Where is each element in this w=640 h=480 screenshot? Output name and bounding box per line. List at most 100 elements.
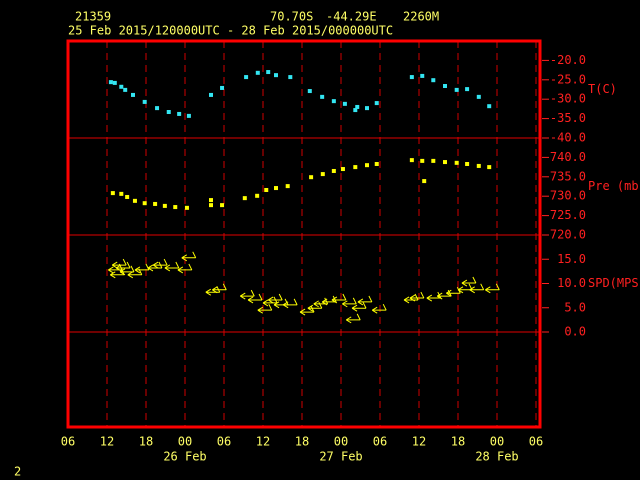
x-tick-label: 06 xyxy=(373,435,387,449)
date-label: 27 Feb xyxy=(319,450,362,464)
point xyxy=(209,198,213,203)
point xyxy=(320,172,325,177)
point xyxy=(487,165,492,170)
point xyxy=(220,85,225,90)
wind-arrow xyxy=(212,283,227,294)
frame xyxy=(66,39,542,429)
longitude: -44.29E xyxy=(326,10,377,24)
x-tick-label: 06 xyxy=(529,435,543,449)
point xyxy=(162,203,167,208)
point xyxy=(465,87,470,92)
x-tick-label: 18 xyxy=(295,435,309,449)
wind-arrow xyxy=(108,263,123,274)
station-id: 21359 xyxy=(75,10,111,24)
point xyxy=(465,161,470,166)
x-tick-label: 00 xyxy=(178,435,192,449)
wind-arrow xyxy=(485,283,500,294)
y-tick-label: 5.0 xyxy=(564,300,586,314)
point xyxy=(142,99,147,104)
point xyxy=(131,92,135,97)
y-tick-label: 0.0 xyxy=(564,325,586,339)
wind-arrow xyxy=(177,263,193,274)
point xyxy=(242,196,247,201)
point xyxy=(365,106,369,111)
point xyxy=(476,94,481,99)
wind-arrow xyxy=(164,261,180,272)
x-tick-label: 00 xyxy=(490,435,504,449)
point xyxy=(209,203,213,208)
y-tick-label: -20.0 xyxy=(550,53,586,67)
point xyxy=(353,108,358,113)
wind-arrow xyxy=(345,313,361,324)
point xyxy=(264,187,269,192)
point xyxy=(119,84,124,89)
point xyxy=(342,101,347,106)
wind-arrow xyxy=(409,291,425,302)
point xyxy=(123,87,128,92)
wind-arrow xyxy=(469,283,485,294)
wind-arrow xyxy=(205,286,221,296)
wind-arrow xyxy=(147,261,163,272)
point xyxy=(110,191,115,196)
wind-arrow xyxy=(115,261,131,272)
wind-arrow xyxy=(331,293,347,304)
panel-label: SPD(MPS) xyxy=(588,276,640,290)
point xyxy=(288,75,293,80)
wind-arrow xyxy=(313,297,329,308)
point xyxy=(374,161,379,166)
wind-arrow xyxy=(461,276,477,287)
date-label: 28 Feb xyxy=(475,450,518,464)
wind-arrow xyxy=(371,303,387,314)
wind-arrow xyxy=(134,263,150,274)
wind-arrow xyxy=(127,268,143,279)
y-tick-label: -35.0 xyxy=(550,111,586,125)
page-number: 2 xyxy=(14,465,21,479)
point xyxy=(274,73,278,78)
point xyxy=(331,99,336,104)
point xyxy=(476,163,481,168)
point xyxy=(420,158,425,163)
point xyxy=(374,101,379,106)
point xyxy=(487,104,492,109)
point xyxy=(454,160,459,165)
y-tick-label: -25.0 xyxy=(550,72,586,86)
point xyxy=(209,92,213,97)
point xyxy=(112,80,117,85)
y-tick-label: -30.0 xyxy=(550,92,586,106)
point xyxy=(431,78,436,83)
panel-label: Pre (mb) xyxy=(588,179,640,193)
point xyxy=(255,193,260,198)
wind-arrow xyxy=(342,297,357,308)
point xyxy=(331,168,336,173)
point xyxy=(177,111,182,116)
point xyxy=(365,163,369,168)
point xyxy=(155,106,160,111)
point xyxy=(307,89,312,94)
latitude: 70.70S xyxy=(270,10,313,24)
date-label: 26 Feb xyxy=(163,450,206,464)
wind-arrow xyxy=(152,258,168,269)
x-tick-label: 12 xyxy=(100,435,114,449)
wind-arrow xyxy=(457,283,473,294)
point xyxy=(353,165,358,170)
wind-arrow xyxy=(351,302,367,312)
wind-arrow xyxy=(257,303,273,314)
y-tick-label: 730.0 xyxy=(550,189,586,203)
wind-arrow xyxy=(357,295,373,306)
point xyxy=(454,87,459,92)
point xyxy=(132,198,137,203)
wind-arrow xyxy=(119,265,135,276)
point xyxy=(184,205,189,210)
point xyxy=(220,203,225,208)
point xyxy=(153,201,158,206)
point xyxy=(420,73,425,78)
point xyxy=(285,184,290,189)
y-tick-label: 10.0 xyxy=(557,276,586,290)
point xyxy=(409,75,414,80)
point xyxy=(431,158,436,163)
point xyxy=(142,201,147,206)
point xyxy=(443,84,447,89)
point xyxy=(173,205,178,210)
point xyxy=(266,70,271,75)
